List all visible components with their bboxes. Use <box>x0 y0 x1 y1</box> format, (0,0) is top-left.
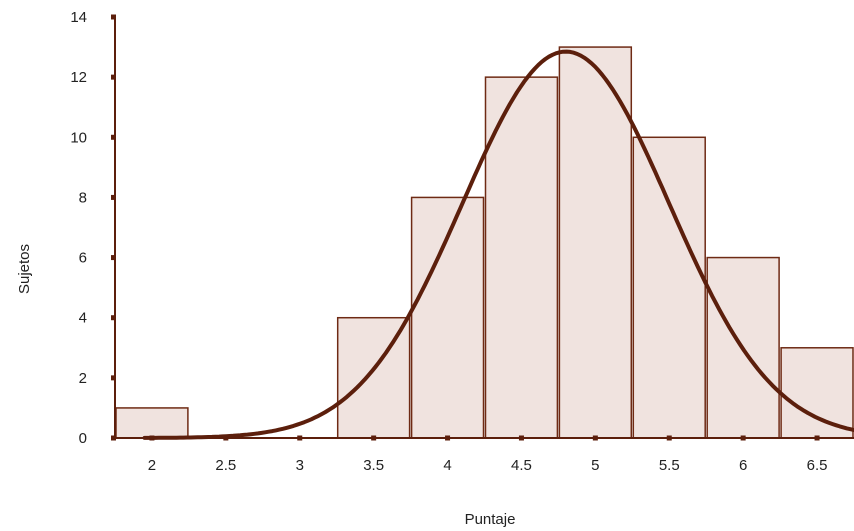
bar-5 <box>558 46 633 439</box>
y-tick-mark <box>111 14 116 20</box>
x-tick-mark <box>740 435 746 441</box>
x-tick-label: 2.5 <box>215 457 236 474</box>
normal-curve <box>142 49 854 440</box>
x-tick-mark <box>592 435 598 441</box>
x-tick-label: 3.5 <box>363 457 384 474</box>
x-tick-label: 4 <box>443 457 451 474</box>
y-tick-label: 10 <box>70 129 87 146</box>
y-tick-label: 4 <box>79 310 87 327</box>
x-tick-mark <box>371 435 377 441</box>
x-tick-label: 4.5 <box>511 457 532 474</box>
y-tick-mark <box>111 194 116 200</box>
labels-layer: 0 2 4 6 8 10 12 14 2 2.5 3 3.5 4 4.5 5 5.5 6 6.5 <box>70 9 827 474</box>
curve-layer <box>142 49 854 440</box>
y-tick-label: 6 <box>79 250 87 267</box>
x-tick-label: 6.5 <box>807 457 828 474</box>
bar-5.5 <box>632 136 706 439</box>
y-axis-title: Sujetos <box>16 244 33 294</box>
y-tick-mark <box>111 375 116 381</box>
bars-layer <box>115 46 854 439</box>
x-tick-mark <box>297 435 303 441</box>
x-tick-label: 3 <box>296 457 304 474</box>
bar-4.5 <box>484 76 559 439</box>
x-tick-mark <box>445 435 451 441</box>
x-tick-label: 2 <box>148 457 156 474</box>
y-tick-mark <box>111 74 116 80</box>
y-tick-mark <box>111 255 116 261</box>
y-tick-label: 12 <box>70 69 87 86</box>
bar-2 <box>115 407 189 439</box>
x-tick-label: 5 <box>591 457 599 474</box>
x-axis-title: Puntaje <box>465 511 516 528</box>
y-tick-label: 8 <box>79 189 87 206</box>
y-tick-label: 14 <box>70 9 87 26</box>
y-tick-label: 2 <box>79 370 87 387</box>
x-tick-mark <box>518 435 524 441</box>
y-tick-mark <box>111 315 116 321</box>
y-tick-mark <box>111 134 116 140</box>
x-tick-mark <box>814 435 820 441</box>
x-tick-label: 6 <box>739 457 747 474</box>
y-tick-mark <box>111 435 116 441</box>
bar-6.5 <box>780 347 854 439</box>
x-tick-mark <box>666 435 672 441</box>
y-tick-label: 0 <box>79 430 87 447</box>
x-tick-label: 5.5 <box>659 457 680 474</box>
